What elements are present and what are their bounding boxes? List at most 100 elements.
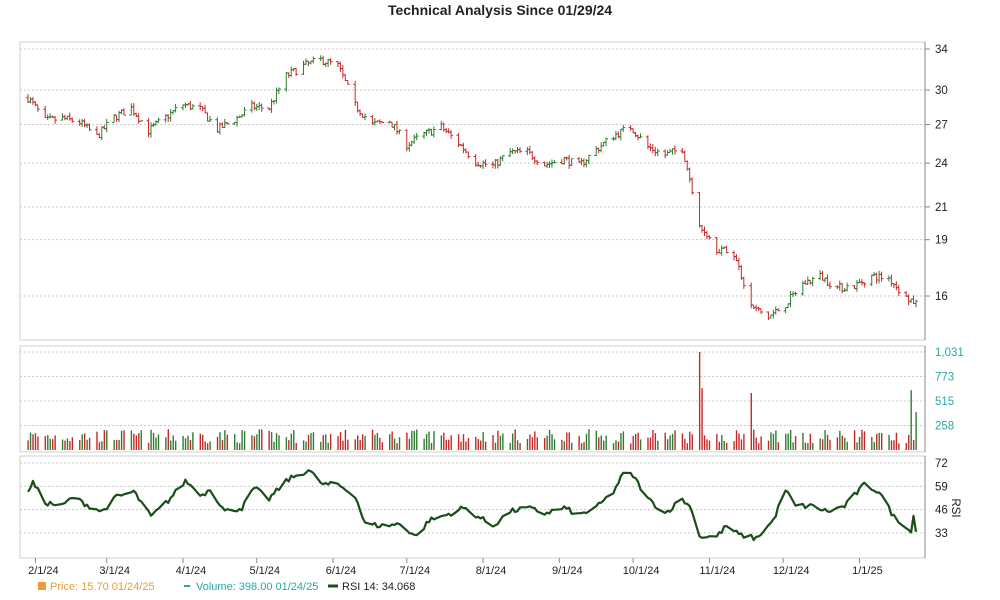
ohlc-bar (825, 274, 830, 287)
volume-bar (344, 429, 347, 450)
volume-bar (617, 441, 620, 450)
ohlc-bar (707, 235, 712, 240)
ohlc-bar (495, 158, 500, 169)
ohlc-bar (222, 118, 227, 129)
volume-bar (243, 431, 246, 450)
ohlc-bar (414, 132, 419, 141)
volume-tick-label: 773 (935, 372, 954, 384)
ohlc-bar (569, 158, 574, 167)
ohlc-bar (719, 245, 724, 256)
ohlc-bar (891, 282, 896, 289)
ohlc-bar (362, 113, 367, 121)
ohlc-bar (527, 145, 532, 155)
ohlc-bar (80, 119, 85, 127)
ohlc-bar (670, 148, 675, 155)
ohlc-bar (397, 129, 402, 135)
volume-bar (425, 433, 428, 450)
volume-bar (583, 442, 585, 450)
volume-bar (96, 431, 98, 450)
ohlc-bar (338, 61, 343, 73)
volume-bar (706, 439, 708, 450)
ohlc-bar (648, 143, 653, 152)
volume-bar (29, 432, 32, 450)
volume-bar (637, 432, 639, 450)
ohlc-bar (208, 116, 213, 122)
volume-bar (684, 439, 686, 450)
ohlc-bar (294, 68, 299, 76)
volume-bar (204, 441, 206, 450)
ohlc-bar (28, 97, 33, 104)
rsi-line (27, 469, 918, 542)
volume-bar (836, 437, 839, 450)
volume-bar (910, 390, 912, 450)
ohlc-bar (783, 307, 788, 314)
volume-bar (888, 434, 890, 450)
ohlc-bar (311, 56, 316, 64)
volume-bar (64, 440, 66, 450)
ohlc-bar (894, 281, 899, 291)
ohlc-bar (650, 144, 655, 154)
ohlc-bar (734, 254, 739, 262)
ohlc-bar (269, 98, 274, 113)
ohlc-bar (168, 109, 173, 122)
volume-bar (234, 434, 236, 450)
volume-bar (209, 441, 211, 450)
legend-price: Price: 15.70 01/24/25 (50, 581, 155, 593)
volume-bar (167, 429, 170, 450)
ohlc-bar (663, 149, 668, 159)
volume-bar (546, 435, 548, 450)
volume-bar (288, 440, 290, 450)
volume-bar (47, 435, 49, 450)
volume-bar (767, 440, 770, 450)
ohlc-bar (793, 291, 798, 296)
ohlc-bar (690, 177, 695, 195)
rsi-tick-label: 33 (935, 528, 948, 540)
ohlc-bar (407, 141, 412, 152)
volume-bar (824, 430, 826, 450)
ohlc-bar (567, 154, 572, 169)
volume-bar (61, 439, 64, 450)
ohlc-bar (463, 148, 468, 154)
x-tick-label: 2/1/24 (28, 565, 59, 577)
volume-bar (598, 437, 600, 450)
ohlc-bar (183, 102, 188, 108)
volume-bar (681, 433, 684, 450)
volume-bar (536, 437, 538, 450)
ohlc-bar (190, 104, 195, 110)
volume-bar (721, 435, 723, 450)
volume-bar (858, 436, 861, 450)
volume-bar (130, 430, 133, 450)
volume-bar (278, 435, 280, 450)
volume-bar (750, 392, 752, 450)
volume-bar (251, 435, 253, 450)
volume-bar (738, 433, 740, 450)
volume-bar (258, 429, 261, 450)
volume-bar (103, 430, 106, 450)
volume-bar (376, 432, 379, 450)
volume-bar (494, 442, 497, 450)
ohlc-bar (655, 148, 660, 157)
volume-bar (268, 430, 270, 450)
ohlc-bar (672, 145, 677, 155)
volume-bar (543, 438, 546, 450)
volume-bar (150, 429, 152, 450)
ohlc-bar (786, 303, 791, 309)
rsi-tick-label: 59 (935, 481, 948, 493)
ohlc-bar (628, 124, 633, 131)
volume-bar (118, 439, 120, 450)
volume-bar (83, 433, 86, 450)
ohlc-bar (766, 311, 771, 321)
volume-bar (502, 433, 504, 450)
ohlc-bar (827, 281, 832, 290)
volume-bar (829, 439, 831, 450)
ohlc-bar (776, 308, 781, 312)
volume-bar (492, 435, 494, 450)
volume-bar (595, 430, 598, 450)
ohlc-bar (879, 271, 884, 282)
volume-bar (839, 430, 841, 450)
ohlc-bar (99, 126, 104, 141)
volume-bar (325, 434, 327, 450)
ohlc-bar (289, 66, 294, 77)
ohlc-bar (335, 61, 340, 67)
price-tick-label: 24 (935, 158, 948, 170)
